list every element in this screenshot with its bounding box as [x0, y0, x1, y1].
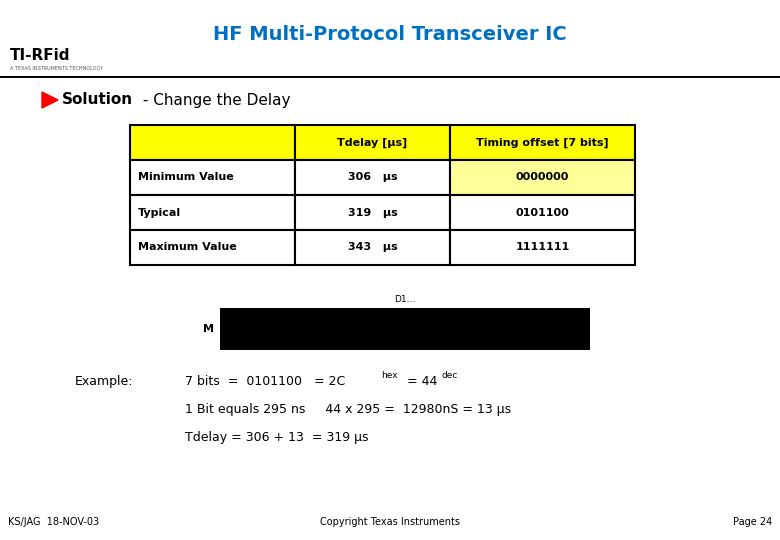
Bar [0, 76, 780, 78]
Text: D1...: D1... [395, 295, 416, 304]
Bar [220, 308, 590, 350]
Text: Copyright Texas Instruments: Copyright Texas Instruments [320, 517, 460, 527]
Bar [450, 195, 635, 230]
Text: 1111111: 1111111 [516, 242, 569, 253]
Bar [295, 160, 450, 195]
Bar [295, 195, 450, 230]
Text: Solution: Solution [62, 92, 133, 107]
Text: Minimum Value: Minimum Value [138, 172, 234, 183]
Text: M: M [203, 324, 214, 334]
Bar [450, 160, 635, 195]
Text: Tdelay [μs]: Tdelay [μs] [338, 137, 408, 147]
Bar [295, 230, 450, 265]
Text: A TEXAS INSTRUMENTS TECHNOLOGY: A TEXAS INSTRUMENTS TECHNOLOGY [10, 65, 103, 71]
Text: Typical: Typical [138, 207, 181, 218]
Text: dec: dec [441, 371, 457, 380]
Text: 7 bits  =  0101100   = 2C: 7 bits = 0101100 = 2C [185, 375, 346, 388]
Text: hex: hex [381, 371, 398, 380]
Bar [130, 230, 295, 265]
Text: TI-RFid: TI-RFid [10, 48, 70, 63]
Bar [130, 195, 295, 230]
Text: - Change the Delay: - Change the Delay [138, 92, 290, 107]
Bar [295, 125, 450, 160]
Text: Timing offset [7 bits]: Timing offset [7 bits] [476, 137, 609, 147]
Bar [130, 125, 295, 160]
Text: 306   μs: 306 μs [348, 172, 397, 183]
Text: KS/JAG  18-NOV-03: KS/JAG 18-NOV-03 [8, 517, 99, 527]
Bar [0, 510, 780, 540]
Bar [450, 230, 635, 265]
Text: 343   μs: 343 μs [348, 242, 397, 253]
Text: = 44: = 44 [403, 375, 438, 388]
Polygon shape [42, 92, 58, 108]
Bar [450, 125, 635, 160]
Text: Example:: Example: [75, 375, 133, 388]
Bar [0, 0, 780, 70]
Text: 0101100: 0101100 [516, 207, 569, 218]
Text: 0000000: 0000000 [516, 172, 569, 183]
Text: Maximum Value: Maximum Value [138, 242, 237, 253]
Text: 319   μs: 319 μs [348, 207, 397, 218]
Bar [130, 160, 295, 195]
Text: HF Multi-Protocol Transceiver IC: HF Multi-Protocol Transceiver IC [213, 25, 567, 44]
Text: Page 24: Page 24 [732, 517, 772, 527]
Text: Tdelay = 306 + 13  = 319 μs: Tdelay = 306 + 13 = 319 μs [185, 431, 368, 444]
Text: 1 Bit equals 295 ns     44 x 295 =  12980nS = 13 μs: 1 Bit equals 295 ns 44 x 295 = 12980nS =… [185, 403, 511, 416]
